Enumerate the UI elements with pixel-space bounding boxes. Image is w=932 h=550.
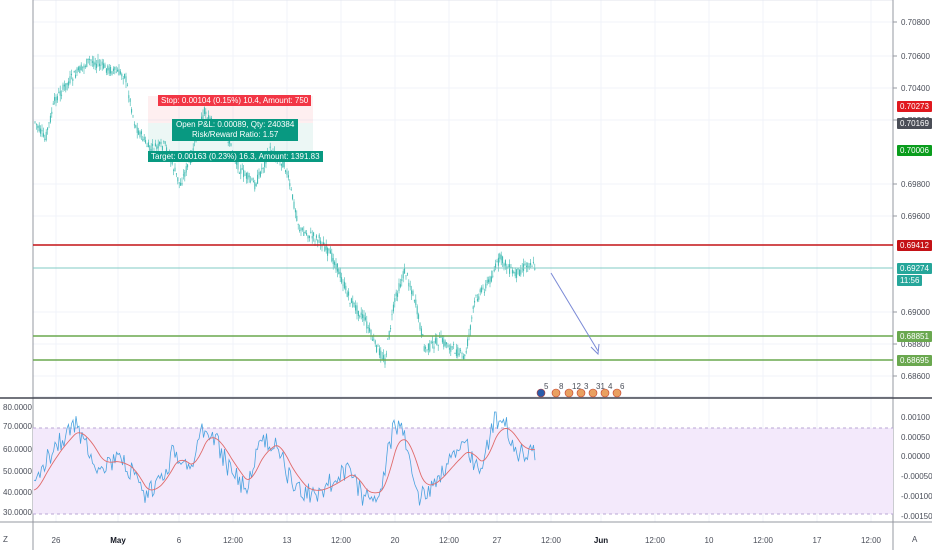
time-axis-label: 12:00 [540, 536, 562, 545]
time-axis-label: 27 [492, 536, 502, 545]
oscillator-left-tick: 40.0000 [3, 488, 32, 497]
price-tick-label: 0.70600 [901, 52, 930, 61]
open-pnl-text: Open P&L: 0.00089, Qty: 240384 [176, 120, 295, 129]
event-flag-icon[interactable] [600, 388, 610, 398]
event-flag-icon[interactable] [588, 388, 598, 398]
time-axis-label: 10 [704, 536, 714, 545]
event-flag-icon[interactable] [612, 388, 622, 398]
time-axis-label: 12:00 [860, 536, 882, 545]
time-axis-label: 13 [282, 536, 292, 545]
oscillator-axis-ticks: 80.0000 70.0000 60.0000 50.0000 40.0000 30.00… [3, 403, 932, 521]
oscillator-left-tick: 60.0000 [3, 445, 32, 454]
stop-label[interactable]: Stop: 0.00104 (0.15%) 10.4, Amount: 750 [158, 95, 312, 106]
price-tag: 0.68851 [897, 331, 932, 342]
price-axis-ticks: 0.708000.706000.704000.702000.698000.696… [893, 18, 930, 381]
auto-scale-toggle[interactable]: A [912, 535, 918, 544]
price-tick-label: 0.70400 [901, 84, 930, 93]
time-axis-label: 20 [390, 536, 400, 545]
event-count: 12 [572, 382, 581, 391]
event-count: 6 [620, 382, 625, 391]
candlestick-series [34, 53, 536, 368]
oscillator-right-tick: -0.00100 [901, 492, 932, 501]
oscillator-right-tick: 0.00050 [901, 433, 930, 442]
event-flag-icon[interactable] [551, 388, 561, 398]
event-count: 8 [559, 382, 564, 391]
price-tick-label: 0.68800 [901, 340, 930, 349]
price-tick-label: 0.69600 [901, 212, 930, 221]
event-flag-icon[interactable] [564, 388, 574, 398]
event-flag-icon[interactable] [576, 388, 586, 398]
time-axis-label: 12:00 [644, 536, 666, 545]
risk-reward-text: Risk/Reward Ratio: 1.57 [192, 130, 279, 139]
event-count: 31 [596, 382, 605, 391]
oscillator-series [33, 411, 536, 506]
price-tag: 0.70169 [897, 118, 932, 129]
time-axis-label: 12:00 [752, 536, 774, 545]
time-axis-label: 12:00 [222, 536, 244, 545]
event-flag-icon[interactable] [536, 388, 546, 398]
oscillator-right-tick: -0.00150 [901, 512, 932, 521]
price-tag: 0.70006 [897, 145, 932, 156]
price-tag: 0.69412 [897, 240, 932, 251]
event-count: 3 [584, 382, 589, 391]
time-axis-label: 12:00 [438, 536, 460, 545]
price-tag: 0.68695 [897, 355, 932, 366]
price-tag: 11:56 [897, 275, 923, 286]
event-count: 5 [544, 382, 549, 391]
price-tag: 0.69274 [897, 263, 932, 274]
timezone-toggle[interactable]: Z [3, 535, 8, 544]
price-tick-label: 0.69800 [901, 180, 930, 189]
oscillator-right-tick: -0.00050 [901, 472, 932, 481]
oscillator-band [33, 428, 893, 514]
oscillator-left-tick: 80.0000 [3, 403, 32, 412]
open-pnl-label[interactable]: Open P&L: 0.00089, Qty: 240384 Risk/Rewa… [172, 119, 299, 141]
price-tick-label: 0.69000 [901, 308, 930, 317]
time-axis-label: Jun [593, 536, 609, 545]
price-tag: 0.70273 [897, 101, 932, 112]
oscillator-left-tick: 50.0000 [3, 467, 32, 476]
oscillator-right-tick: 0.00100 [901, 413, 930, 422]
time-axis-label: 26 [51, 536, 61, 545]
oscillator-left-tick: 30.0000 [3, 508, 32, 517]
economic-events[interactable]: 5 8 12 3 31 4 6 [536, 382, 625, 398]
time-axis-label: 17 [812, 536, 822, 545]
oscillator-left-tick: 70.0000 [3, 422, 32, 431]
price-tick-label: 0.68600 [901, 372, 930, 381]
event-count: 4 [608, 382, 613, 391]
price-tick-label: 0.70800 [901, 18, 930, 27]
time-axis-label: 12:00 [330, 536, 352, 545]
time-axis-label: May [110, 536, 126, 545]
time-axis-label: 6 [176, 536, 182, 545]
forecast-arrow[interactable] [550, 272, 600, 356]
oscillator-right-tick: 0.00000 [901, 452, 930, 461]
target-label[interactable]: Target: 0.00163 (0.23%) 16.3, Amount: 13… [148, 151, 323, 162]
price-pane-border [32, 0, 894, 398]
